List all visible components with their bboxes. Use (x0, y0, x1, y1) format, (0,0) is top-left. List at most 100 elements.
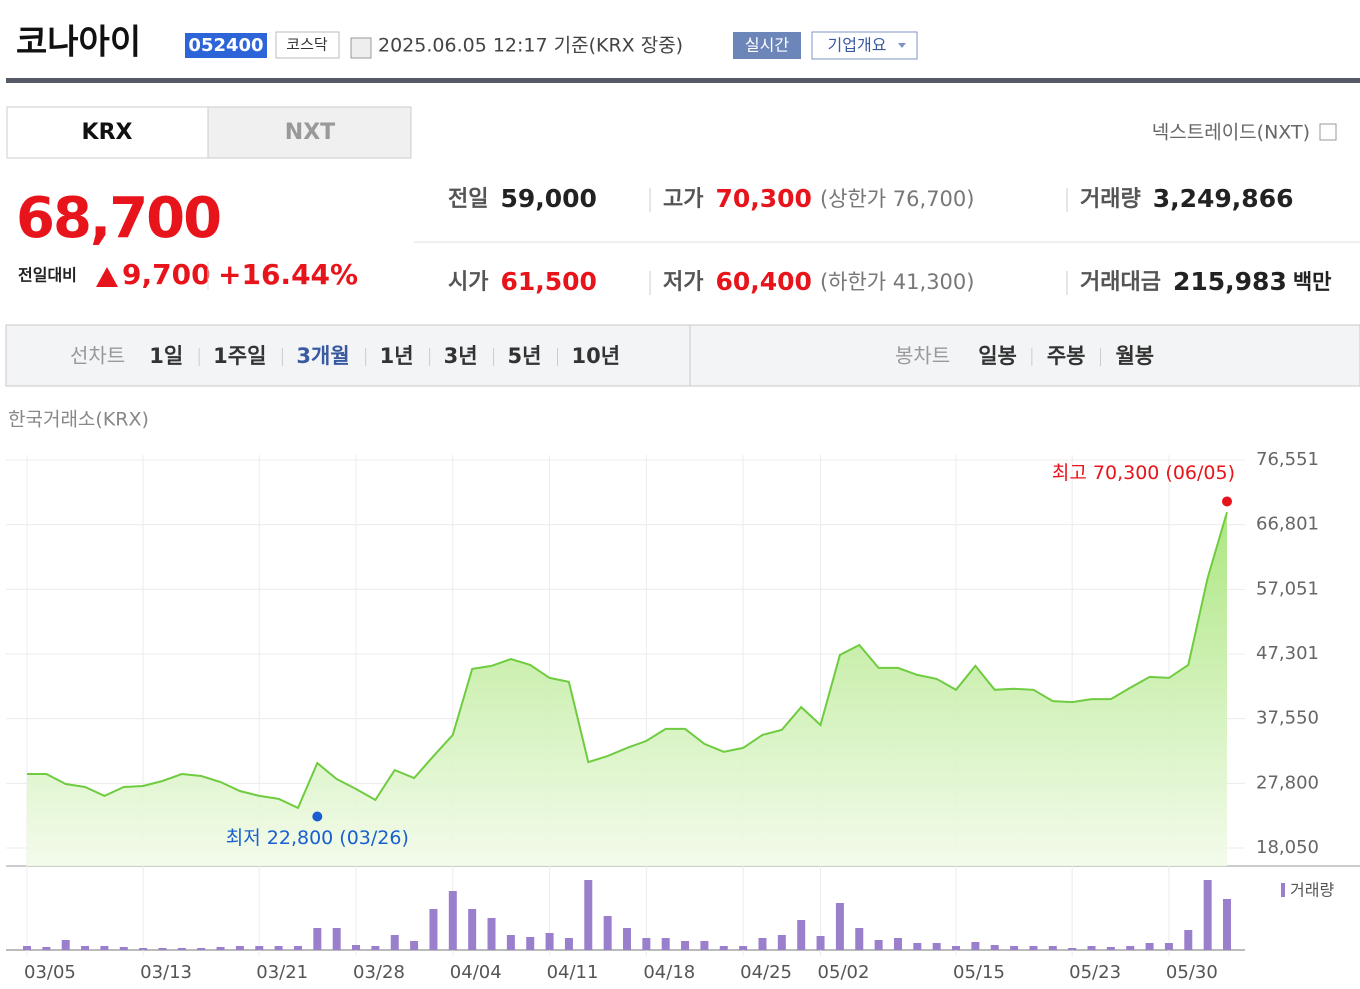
volume-bar (797, 920, 806, 950)
volume-bar (758, 938, 767, 950)
price-line (27, 511, 1228, 810)
volume-bar (1164, 942, 1173, 950)
y-tick-label: 27,800 (1256, 772, 1319, 793)
volume-bar (468, 908, 477, 950)
volume-bar (429, 908, 438, 950)
dropdown-arrow (898, 43, 906, 48)
period[interactable]: 3년 (444, 344, 478, 368)
volume-bar (506, 934, 515, 950)
volume-bar (1223, 898, 1231, 950)
period[interactable]: 1일 (149, 344, 183, 368)
tab-label[interactable]: NXT (285, 120, 335, 145)
volume-bar (932, 942, 941, 950)
y-tick-label: 66,801 (1256, 514, 1319, 535)
change-pct: +16.44% (218, 258, 358, 291)
volume-bar (874, 940, 883, 950)
volume-bar (216, 947, 225, 950)
volume-bar (1126, 945, 1135, 950)
tab-label[interactable]: KRX (82, 120, 133, 145)
volume-bar (371, 945, 380, 950)
volume-bar (584, 880, 593, 950)
period-items: 선차트 1일 1주일 3개월 1년 3년 5년 10년 봉차트 일봉 주봉 월봉 (70, 344, 1154, 369)
period[interactable]: 1년 (380, 344, 414, 368)
period[interactable]: 주봉 (1047, 344, 1086, 368)
volume-bar (274, 945, 283, 950)
x-tick-label: 04/25 (740, 962, 792, 983)
volume-bar (119, 947, 128, 950)
realtime[interactable]: 실시간 (745, 36, 789, 55)
legend-swatch (1281, 883, 1285, 897)
company-info[interactable]: 기업개요 (828, 36, 887, 55)
volume-bar (448, 891, 457, 950)
y-tick-label: 18,050 (1256, 837, 1319, 858)
volume-bar (487, 918, 496, 950)
y-tick-label: 37,550 (1256, 708, 1319, 729)
volume-bar (235, 945, 244, 950)
market: 코스닥 (286, 36, 328, 54)
volume-bar (913, 942, 922, 950)
tab-nxt[interactable] (207, 106, 412, 159)
item-note: (하한가 41,300) (820, 270, 975, 294)
plot: 18,050 27,800 37,550 47,301 57,051 66,801 76,5… (6, 449, 1360, 983)
item-note: (상한가 76,700) (820, 187, 975, 211)
item-value: 3,249,866 (1153, 184, 1294, 213)
y-tick-label: 47,301 (1256, 643, 1319, 664)
period[interactable]: 10년 (571, 344, 620, 368)
item-value: 215,983 (1173, 267, 1287, 296)
volume-bar (681, 941, 690, 950)
period[interactable]: 일봉 (978, 344, 1017, 368)
period[interactable]: 월봉 (1115, 344, 1154, 368)
price-area (27, 512, 1227, 866)
volume-bar (42, 947, 51, 950)
market-badge (275, 31, 340, 59)
period[interactable]: 5년 (508, 344, 542, 368)
realtime-badge[interactable] (733, 32, 801, 59)
x-tick-label: 05/23 (1069, 962, 1121, 983)
quote-items: 전일 59,000 고가 70,300 (상한가 76,700) 거래량 3,249,866… (448, 184, 1331, 296)
item-note: 백만 (1293, 270, 1332, 294)
volume-bar (623, 928, 631, 950)
period[interactable]: 1주일 (213, 344, 266, 368)
code-highlight (185, 33, 267, 58)
x-tick-label: 05/30 (1166, 962, 1218, 983)
x-tick-label: 03/21 (256, 962, 308, 983)
help-icon[interactable] (1319, 123, 1337, 141)
volume-bar (81, 945, 90, 950)
volume-bar (835, 902, 844, 950)
volume-bar (313, 928, 322, 950)
volume-bar (1184, 930, 1193, 950)
volume-bar (1068, 948, 1077, 950)
volume-bar (1203, 880, 1212, 950)
stock-code: 052400 (188, 35, 263, 56)
item-label: 거래대금 (1080, 270, 1161, 295)
item-value: 59,000 (500, 184, 596, 213)
volume-bar (603, 915, 612, 950)
x-tick-label: 04/11 (547, 962, 599, 983)
legend-label: 거래량 (1290, 881, 1334, 900)
item-value: 60,400 (715, 267, 811, 296)
x-tick-label: 03/05 (24, 962, 76, 983)
volume-bar (952, 945, 961, 950)
stock-name: 코나아이 (16, 23, 141, 63)
period-bar (5, 324, 1360, 387)
volume-bar (1145, 942, 1154, 950)
y-tick-label: 76,551 (1256, 449, 1319, 470)
clock-icon (350, 37, 372, 59)
company-info-button[interactable] (811, 31, 918, 60)
volume-bar (390, 934, 399, 950)
item-label: 전일 (448, 187, 488, 212)
x-tick-label: 05/02 (818, 962, 870, 983)
volume-bar (661, 938, 670, 950)
tab-krx[interactable] (6, 106, 209, 159)
y-tick-label: 57,051 (1256, 578, 1319, 599)
volume-bar (719, 945, 728, 950)
volume-bar (352, 944, 361, 950)
volume-bar (739, 945, 748, 950)
period[interactable]: 3개월 (296, 344, 349, 368)
volume-bar (1087, 945, 1096, 950)
volume-bar (158, 948, 167, 950)
nxt-link[interactable]: 넥스트레이드(NXT) (1152, 122, 1310, 144)
volume-bar (23, 945, 31, 950)
item-label: 거래량 (1080, 187, 1141, 212)
